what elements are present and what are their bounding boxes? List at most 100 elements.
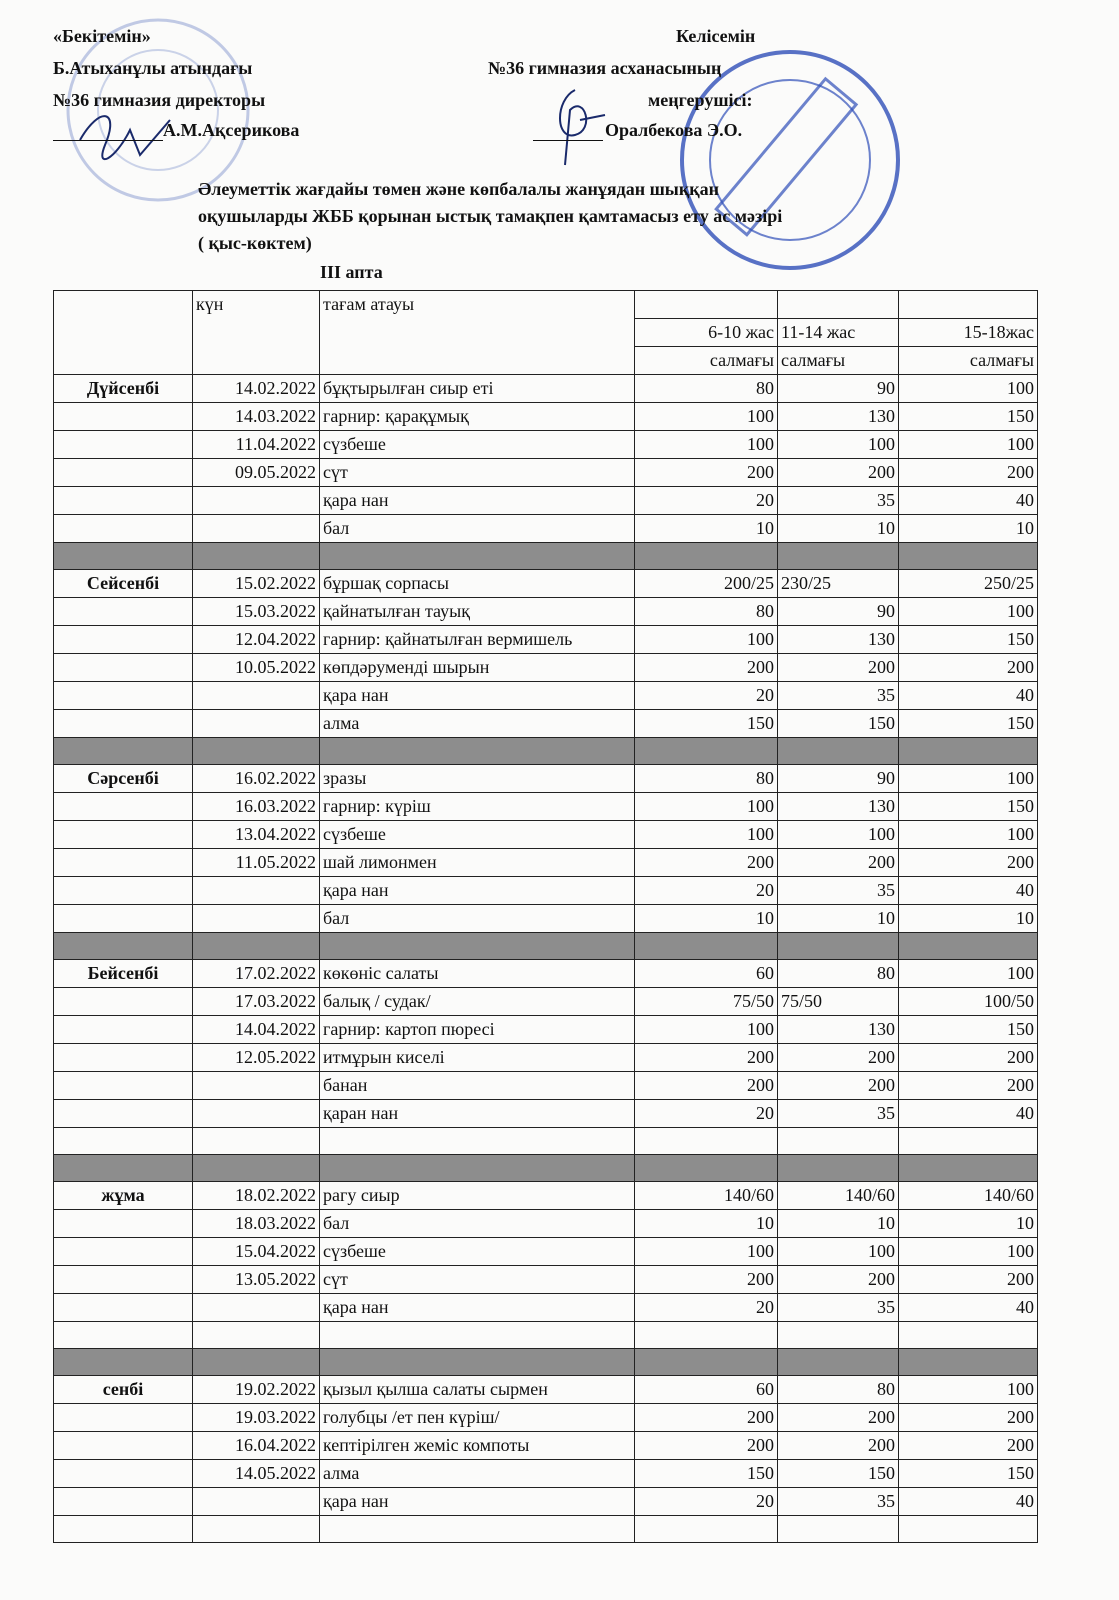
weight-15-18: 10 xyxy=(898,904,1038,933)
date-cell: 10.05.2022 xyxy=(192,653,320,682)
signature-line xyxy=(533,120,603,141)
day-cell xyxy=(53,402,193,431)
date-cell: 19.02.2022 xyxy=(192,1375,320,1404)
weight-11-14: 100 xyxy=(777,1237,899,1266)
empty-cell xyxy=(898,932,1038,960)
header-dish: тағам атауы xyxy=(319,290,635,375)
day-cell xyxy=(53,1099,193,1128)
weight-6-10: 200/25 xyxy=(634,569,778,598)
day-cell xyxy=(53,987,193,1016)
date-cell xyxy=(192,514,320,543)
empty-cell xyxy=(898,1515,1038,1543)
menu-title: Әлеуметтік жағдайы төмен және көпбалалы … xyxy=(198,176,782,257)
weight-11-14: 90 xyxy=(777,597,899,626)
day-cell xyxy=(53,1487,193,1516)
day-cell xyxy=(53,458,193,487)
weight-11-14: 35 xyxy=(777,1293,899,1322)
dish-cell: алма xyxy=(319,709,635,738)
date-cell: 12.04.2022 xyxy=(192,625,320,654)
dish-cell: қайнатылған тауық xyxy=(319,597,635,626)
day-cell xyxy=(53,514,193,543)
weight-6-10: 200 xyxy=(634,848,778,877)
empty-cell xyxy=(634,932,778,960)
weight-15-18: 40 xyxy=(898,681,1038,710)
day-cell: Сәрсенбі xyxy=(53,764,193,793)
weight-15-18: 100 xyxy=(898,597,1038,626)
weight-6-10: 80 xyxy=(634,374,778,403)
weight-6-10: 200 xyxy=(634,1431,778,1460)
menu-row: 15.03.2022 қайнатылған тауық 80 90 100 xyxy=(53,597,1038,626)
day-cell xyxy=(53,1459,193,1488)
weight-11-14: 80 xyxy=(777,959,899,988)
menu-body: Дүйсенбі 14.02.2022 бұқтырылған сиыр еті 80… xyxy=(53,374,1038,1543)
day-cell xyxy=(53,904,193,933)
day-cell xyxy=(53,1237,193,1266)
weight-15-18: 200 xyxy=(898,653,1038,682)
weight-15-18: 150 xyxy=(898,625,1038,654)
weight-6-10: 100 xyxy=(634,1015,778,1044)
weight-6-10: 60 xyxy=(634,959,778,988)
empty-cell xyxy=(319,542,635,570)
dish-cell: шай лимонмен xyxy=(319,848,635,877)
weight-15-18: 100 xyxy=(898,764,1038,793)
menu-row: қара нан 20 35 40 xyxy=(53,1293,1038,1322)
menu-row: 19.03.2022 голубцы /ет пен күріш/200 200 20… xyxy=(53,1403,1038,1432)
weight-15-18: 200 xyxy=(898,458,1038,487)
weight-15-18: 200 xyxy=(898,1265,1038,1294)
empty-cell xyxy=(53,542,193,570)
dish-cell: бұқтырылған сиыр еті xyxy=(319,374,635,403)
day-cell xyxy=(53,1431,193,1460)
dish-cell: балық / судак/ xyxy=(319,987,635,1016)
day-cell xyxy=(53,1043,193,1072)
empty-cell xyxy=(898,1127,1038,1155)
weight-15-18: 40 xyxy=(898,1293,1038,1322)
empty-cell xyxy=(777,542,899,570)
dish-cell: алма xyxy=(319,1459,635,1488)
weight-15-18: 150 xyxy=(898,1459,1038,1488)
menu-row: 16.04.2022 кептірілген жеміс компоты 200 20… xyxy=(53,1431,1038,1460)
date-cell xyxy=(192,709,320,738)
weight-15-18: 40 xyxy=(898,876,1038,905)
dish-cell: гарнир: картоп пюресі xyxy=(319,1015,635,1044)
empty-cell xyxy=(777,1154,899,1182)
weight-11-14: 130 xyxy=(777,625,899,654)
empty-cell xyxy=(53,1348,193,1376)
menu-row: 13.04.2022 сүзбеше 100 100 100 xyxy=(53,820,1038,849)
day-cell xyxy=(53,486,193,515)
weight-11-14: 100 xyxy=(777,820,899,849)
weight-15-18: 40 xyxy=(898,1487,1038,1516)
dish-cell: қара нан xyxy=(319,681,635,710)
weight-11-14: 130 xyxy=(777,1015,899,1044)
day-cell xyxy=(53,681,193,710)
weight-15-18: 200 xyxy=(898,1043,1038,1072)
empty-row xyxy=(53,1321,1038,1349)
menu-row: 14.05.2022 алма 150 150 150 xyxy=(53,1459,1038,1488)
date-cell: 09.05.2022 xyxy=(192,458,320,487)
date-cell xyxy=(192,486,320,515)
date-cell: 14.04.2022 xyxy=(192,1015,320,1044)
weight-15-18: 100 xyxy=(898,374,1038,403)
weight-11-14: 200 xyxy=(777,848,899,877)
menu-row: бал 10 10 10 xyxy=(53,514,1038,543)
day-cell xyxy=(53,1403,193,1432)
weight-11-14: 35 xyxy=(777,486,899,515)
date-cell: 17.03.2022 xyxy=(192,987,320,1016)
weight-15-18: 150 xyxy=(898,402,1038,431)
weight-15-18: 150 xyxy=(898,792,1038,821)
age-6-10: 6-10 жас xyxy=(634,318,778,347)
menu-row: 18.03.2022 бал 10 10 10 xyxy=(53,1209,1038,1238)
weight-11-14: 140/60 xyxy=(777,1181,899,1210)
weight-15-18: 100 xyxy=(898,820,1038,849)
manager-signature xyxy=(559,89,606,166)
header-empty xyxy=(634,290,778,319)
weight-6-10: 200 xyxy=(634,1043,778,1072)
empty-cell xyxy=(53,1515,193,1543)
weight-15-18: 10 xyxy=(898,514,1038,543)
weight-15-18: 40 xyxy=(898,486,1038,515)
empty-cell xyxy=(777,932,899,960)
dish-cell: кептірілген жеміс компоты xyxy=(319,1431,635,1460)
date-cell: 16.03.2022 xyxy=(192,792,320,821)
empty-cell xyxy=(898,1154,1038,1182)
day-cell xyxy=(53,1209,193,1238)
empty-row xyxy=(53,1515,1038,1543)
